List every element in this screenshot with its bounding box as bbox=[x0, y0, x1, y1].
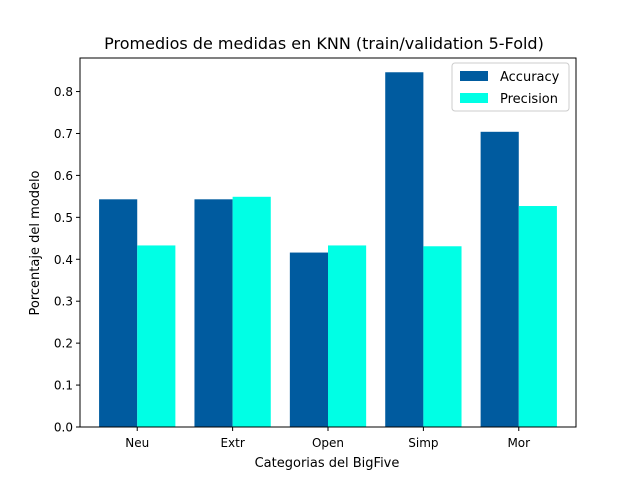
legend-label-precision: Precision bbox=[500, 92, 558, 107]
bar-accuracy-simp bbox=[385, 72, 424, 427]
y-axis-label: Porcentaje del modelo bbox=[28, 170, 43, 315]
x-axis-label: Categorias del BigFive bbox=[255, 456, 400, 471]
x-tick-label-neu: Neu bbox=[125, 436, 149, 450]
x-tick-label-simp: Simp bbox=[408, 436, 438, 450]
y-tick-label: 0.7 bbox=[54, 127, 73, 141]
legend-swatch-precision bbox=[460, 93, 488, 103]
chart-title: Promedios de medidas en KNN (train/valid… bbox=[104, 34, 544, 53]
axes-layer: 0.0 0.1 0.2 0.3 0.4 0.5 0.6 0.7 0.8 Neu Extr Open Si… bbox=[54, 57, 577, 450]
x-tick-label-open: Open bbox=[312, 436, 344, 450]
legend-swatch-accuracy bbox=[460, 71, 488, 81]
bar-accuracy-neu bbox=[99, 199, 138, 427]
y-tick-label: 0.5 bbox=[54, 211, 73, 225]
y-tick-label: 0.8 bbox=[54, 85, 73, 99]
bar-accuracy-extr bbox=[194, 199, 233, 427]
x-tick-label-mor: Mor bbox=[507, 436, 530, 450]
y-tick-label: 0.6 bbox=[54, 169, 73, 183]
y-tick-label: 0.2 bbox=[54, 337, 73, 351]
bar-precision-simp bbox=[423, 246, 462, 427]
bars-layer bbox=[99, 72, 557, 428]
y-tick-label: 0.4 bbox=[54, 253, 73, 267]
bar-accuracy-open bbox=[289, 252, 328, 427]
legend: Accuracy Precision bbox=[451, 62, 570, 112]
x-tick-label-extr: Extr bbox=[220, 436, 244, 450]
bar-precision-mor bbox=[518, 206, 557, 427]
y-tick-label: 0.3 bbox=[54, 295, 73, 309]
bar-accuracy-mor bbox=[480, 131, 519, 428]
y-tick-label: 0.1 bbox=[54, 379, 73, 393]
legend-label-accuracy: Accuracy bbox=[500, 70, 560, 85]
y-tick-label: 0.0 bbox=[54, 421, 73, 435]
bar-precision-extr bbox=[232, 196, 271, 427]
bar-precision-neu bbox=[137, 245, 176, 427]
bar-precision-open bbox=[328, 245, 367, 427]
